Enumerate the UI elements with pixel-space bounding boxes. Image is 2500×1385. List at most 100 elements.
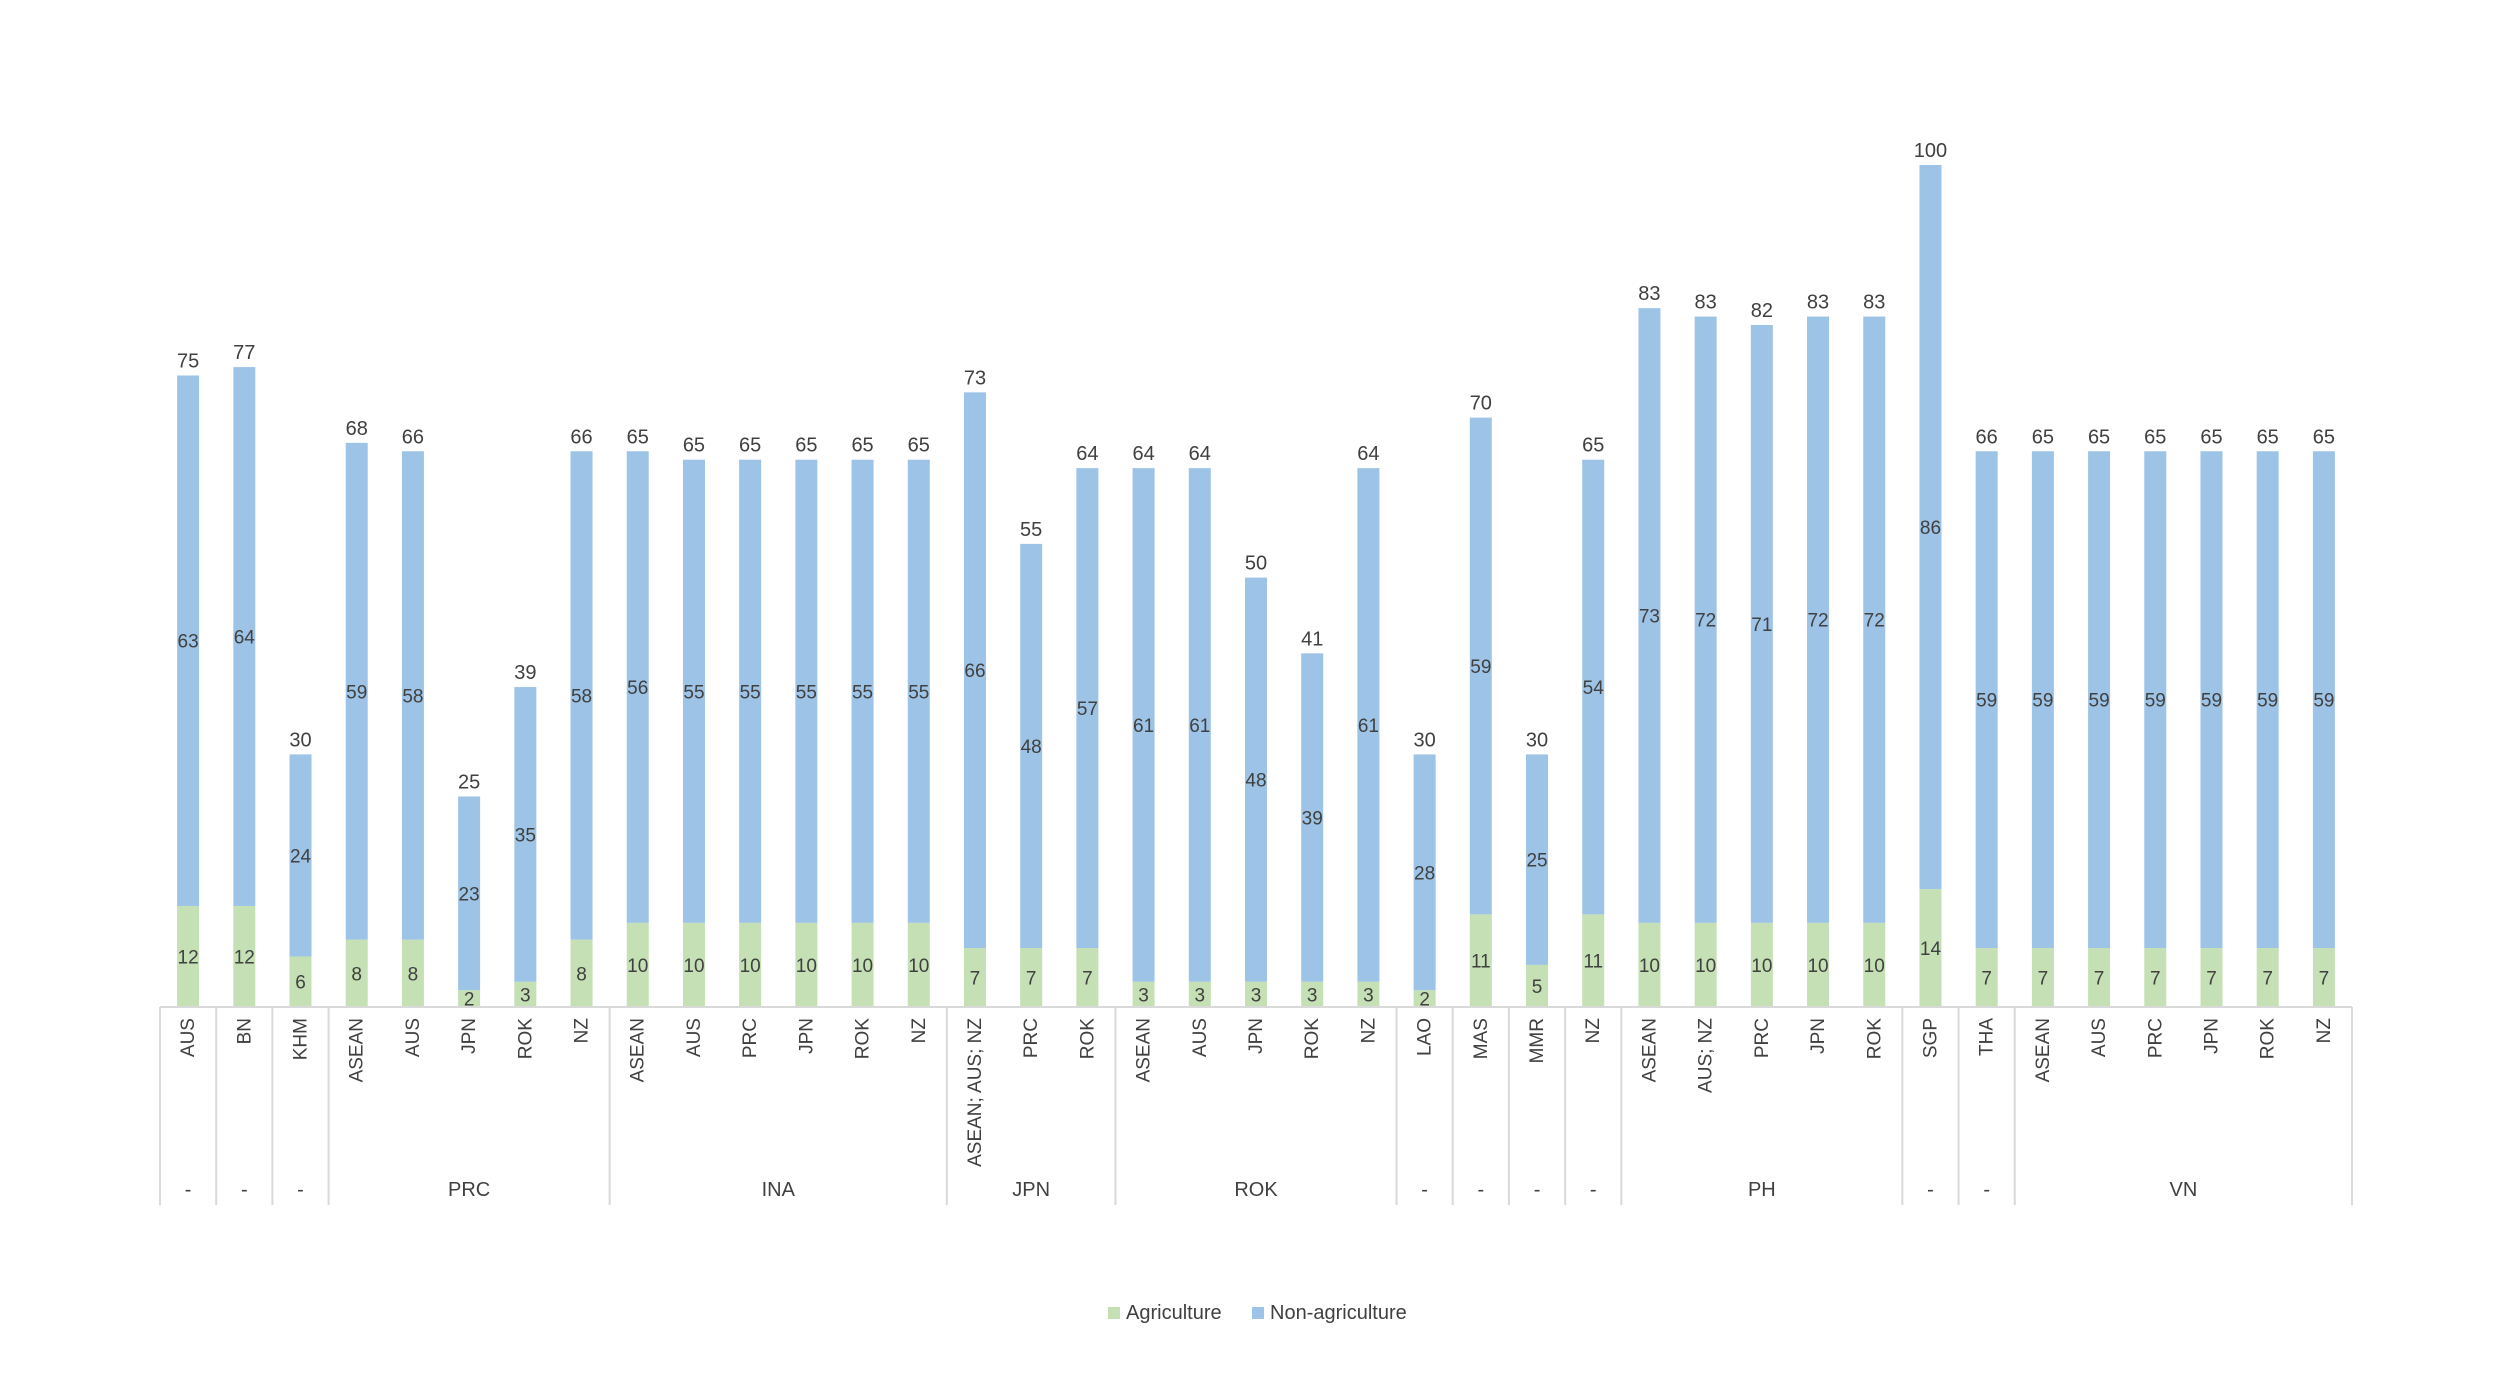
bar-non-agriculture-18	[1188, 468, 1211, 982]
bar-agriculture-38	[2312, 948, 2335, 1007]
x-group-label-12: -	[1927, 1179, 1934, 1201]
x-tick-label-30: ROK	[1864, 1018, 1885, 1060]
x-tick-label-16: ROK	[1077, 1018, 1098, 1060]
data-label-total-2: 30	[289, 729, 311, 751]
data-label-non-agriculture-25: 54	[1583, 678, 1605, 699]
data-label-total-8: 65	[627, 426, 649, 448]
bar-agriculture-34	[2088, 948, 2111, 1007]
data-label-non-agriculture-38: 59	[2313, 691, 2334, 712]
bar-agriculture-10	[739, 922, 762, 1007]
data-label-total-29: 83	[1807, 292, 1829, 314]
bar-non-agriculture-11	[795, 459, 818, 923]
bar-non-agriculture-33	[2031, 451, 2054, 949]
data-label-total-19: 50	[1245, 553, 1267, 575]
data-label-total-38: 65	[2313, 426, 2335, 448]
x-tick-label-4: AUS	[403, 1018, 424, 1057]
data-label-agriculture-1: 12	[234, 947, 255, 968]
bar-agriculture-6	[514, 981, 537, 1007]
x-group-label-0: -	[185, 1179, 192, 1201]
data-label-total-6: 39	[514, 662, 536, 684]
x-tick-label-1: BN	[234, 1018, 255, 1044]
bar-agriculture-36	[2200, 948, 2223, 1007]
data-label-total-15: 55	[1020, 519, 1042, 541]
bar-agriculture-7	[570, 939, 593, 1007]
x-tick-label-14: ASEAN; AUS; NZ	[965, 1018, 986, 1167]
data-label-total-10: 65	[739, 435, 761, 457]
data-label-total-20: 41	[1301, 628, 1323, 650]
data-label-non-agriculture-20: 39	[1302, 809, 1323, 830]
data-label-agriculture-31: 14	[1920, 939, 1942, 960]
x-tick-label-38: NZ	[2314, 1018, 2335, 1044]
data-label-total-13: 65	[908, 435, 930, 457]
data-label-total-14: 73	[964, 367, 986, 389]
bar-non-agriculture-38	[2312, 451, 2335, 949]
x-tick-label-32: THA	[1977, 1018, 1998, 1056]
bar-agriculture-29	[1807, 922, 1830, 1007]
data-label-agriculture-38: 7	[2319, 969, 2330, 990]
x-tick-label-6: ROK	[515, 1018, 536, 1060]
bar-non-agriculture-25	[1582, 459, 1605, 915]
data-label-total-36: 65	[2200, 426, 2222, 448]
data-label-agriculture-27: 10	[1695, 956, 1716, 977]
data-label-non-agriculture-26: 73	[1639, 606, 1660, 627]
data-label-non-agriculture-5: 23	[459, 884, 480, 905]
data-label-total-34: 65	[2088, 426, 2110, 448]
data-label-non-agriculture-10: 55	[740, 682, 761, 703]
x-tick-label-37: ROK	[2258, 1018, 2279, 1060]
data-label-non-agriculture-8: 56	[627, 678, 648, 699]
x-group-label-9: -	[1534, 1179, 1541, 1201]
data-label-agriculture-3: 8	[351, 964, 362, 985]
bar-non-agriculture-0	[177, 375, 200, 906]
data-label-non-agriculture-14: 66	[964, 661, 985, 682]
data-label-agriculture-20: 3	[1307, 985, 1318, 1006]
data-label-total-30: 83	[1863, 292, 1885, 314]
data-label-agriculture-23: 11	[1471, 952, 1491, 973]
data-label-non-agriculture-7: 58	[571, 686, 592, 707]
legend-label-non-agriculture: Non-agriculture	[1270, 1302, 1407, 1324]
bar-non-agriculture-20	[1301, 653, 1324, 982]
data-label-agriculture-35: 7	[2150, 969, 2161, 990]
bar-non-agriculture-14	[963, 392, 986, 949]
x-group-label-4: INA	[762, 1179, 796, 1201]
data-label-agriculture-7: 8	[576, 964, 587, 985]
x-tick-label-15: PRC	[1021, 1018, 1042, 1058]
data-label-non-agriculture-9: 55	[683, 682, 704, 703]
x-tick-label-0: AUS	[178, 1018, 199, 1057]
data-label-total-7: 66	[570, 426, 592, 448]
bar-agriculture-12	[851, 922, 874, 1007]
data-label-agriculture-12: 10	[852, 956, 873, 977]
data-label-agriculture-9: 10	[683, 956, 704, 977]
data-label-non-agriculture-6: 35	[515, 825, 536, 846]
x-tick-label-13: NZ	[909, 1018, 930, 1044]
x-tick-label-11: JPN	[796, 1018, 817, 1054]
bar-agriculture-20	[1301, 981, 1324, 1007]
x-group-label-13: -	[1983, 1179, 1990, 1201]
bar-agriculture-22	[1413, 990, 1436, 1007]
bar-agriculture-28	[1750, 922, 1773, 1007]
x-group-label-10: -	[1590, 1179, 1597, 1201]
x-tick-label-2: KHM	[291, 1018, 312, 1060]
data-label-non-agriculture-2: 24	[290, 846, 312, 867]
bar-agriculture-32	[1975, 948, 1998, 1007]
x-group-label-11: PH	[1748, 1179, 1776, 1201]
bar-non-agriculture-1	[233, 367, 256, 906]
bar-agriculture-17	[1132, 981, 1155, 1007]
data-label-agriculture-25: 11	[1583, 952, 1603, 973]
data-label-agriculture-13: 10	[908, 956, 929, 977]
data-label-agriculture-2: 6	[295, 973, 306, 994]
bar-agriculture-2	[289, 956, 312, 1007]
x-tick-label-18: AUS	[1190, 1018, 1211, 1057]
x-tick-label-29: JPN	[1808, 1018, 1829, 1054]
data-label-total-21: 64	[1357, 443, 1379, 465]
x-tick-label-24: MMR	[1527, 1018, 1548, 1063]
x-tick-label-33: ASEAN	[2033, 1018, 2054, 1082]
data-label-agriculture-6: 3	[520, 985, 531, 1006]
data-label-non-agriculture-32: 59	[1976, 691, 1997, 712]
bar-agriculture-37	[2256, 948, 2279, 1007]
data-label-agriculture-14: 7	[970, 969, 981, 990]
bar-agriculture-26	[1638, 922, 1661, 1007]
bar-non-agriculture-29	[1807, 316, 1830, 923]
bar-non-agriculture-31	[1919, 165, 1942, 890]
data-label-agriculture-36: 7	[2206, 969, 2217, 990]
bar-non-agriculture-22	[1413, 754, 1436, 991]
